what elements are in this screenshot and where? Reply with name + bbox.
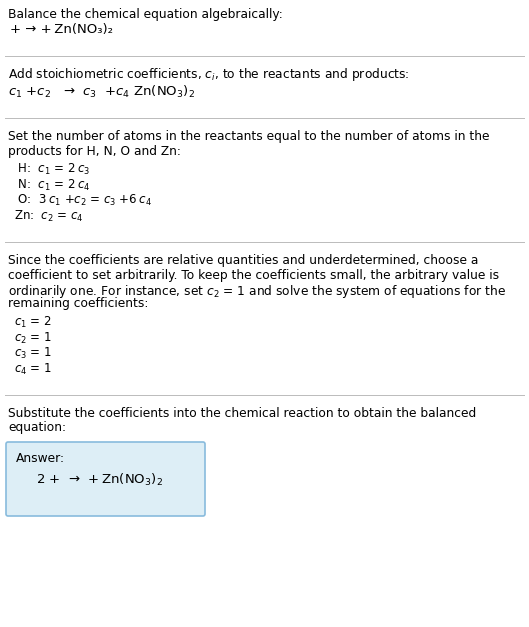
Text: H:  $c_1$ = 2 $c_3$: H: $c_1$ = 2 $c_3$: [14, 162, 90, 177]
Text: products for H, N, O and Zn:: products for H, N, O and Zn:: [8, 144, 181, 157]
Text: Balance the chemical equation algebraically:: Balance the chemical equation algebraica…: [8, 8, 282, 21]
Text: + → + Zn(NO₃)₂: + → + Zn(NO₃)₂: [10, 23, 113, 36]
Text: $c_4$ = 1: $c_4$ = 1: [14, 362, 52, 377]
Text: ordinarily one. For instance, set $c_2$ = 1 and solve the system of equations fo: ordinarily one. For instance, set $c_2$ …: [8, 283, 506, 300]
Text: equation:: equation:: [8, 421, 66, 435]
Text: Add stoichiometric coefficients, $c_i$, to the reactants and products:: Add stoichiometric coefficients, $c_i$, …: [8, 66, 409, 83]
Text: Answer:: Answer:: [16, 452, 65, 465]
FancyBboxPatch shape: [6, 442, 205, 516]
Text: $c_3$ = 1: $c_3$ = 1: [14, 346, 52, 361]
Text: $c_2$ = 1: $c_2$ = 1: [14, 330, 52, 345]
Text: 2 +  →  + Zn(NO$_3$)$_2$: 2 + → + Zn(NO$_3$)$_2$: [36, 472, 163, 488]
Text: Set the number of atoms in the reactants equal to the number of atoms in the: Set the number of atoms in the reactants…: [8, 130, 489, 143]
Text: $c_1$ +$c_2$   →  $c_3$  +$c_4$ Zn(NO$_3$)$_2$: $c_1$ +$c_2$ → $c_3$ +$c_4$ Zn(NO$_3$)$_…: [8, 83, 195, 100]
Text: $c_1$ = 2: $c_1$ = 2: [14, 315, 52, 330]
Text: N:  $c_1$ = 2 $c_4$: N: $c_1$ = 2 $c_4$: [14, 177, 90, 192]
Text: Since the coefficients are relative quantities and underdetermined, choose a: Since the coefficients are relative quan…: [8, 254, 478, 267]
Text: Zn:  $c_2$ = $c_4$: Zn: $c_2$ = $c_4$: [14, 209, 84, 224]
Text: Substitute the coefficients into the chemical reaction to obtain the balanced: Substitute the coefficients into the che…: [8, 407, 476, 420]
Text: O:  3 $c_1$ +$c_2$ = $c_3$ +6 $c_4$: O: 3 $c_1$ +$c_2$ = $c_3$ +6 $c_4$: [14, 193, 152, 208]
Text: remaining coefficients:: remaining coefficients:: [8, 297, 148, 310]
Text: coefficient to set arbitrarily. To keep the coefficients small, the arbitrary va: coefficient to set arbitrarily. To keep …: [8, 268, 499, 282]
